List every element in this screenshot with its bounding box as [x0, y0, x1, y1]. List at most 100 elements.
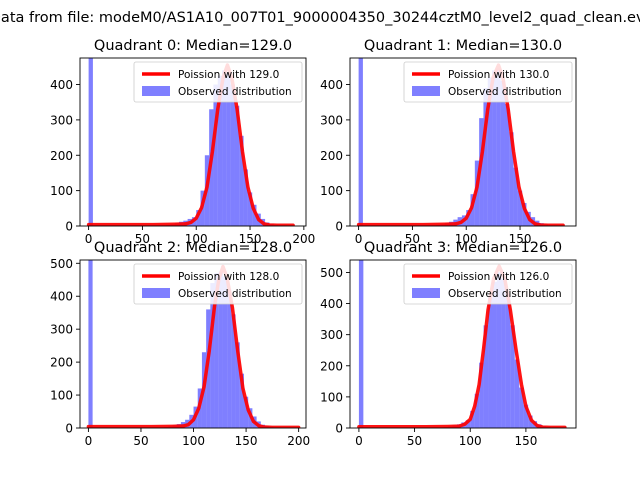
q3-hist-bar — [470, 410, 475, 428]
q1-hist-bar — [470, 194, 475, 226]
q3-axes-frame — [349, 259, 577, 429]
q3-ytick-label: 200 — [320, 359, 343, 373]
q1-panel: 0 50 100 150 0 100 200 300 400 Quadrant 1: Median… — [320, 38, 577, 246]
q3-legend-hist-label: Observed distribution — [448, 288, 562, 300]
q3-legend-hist-swatch — [412, 288, 440, 298]
q3-hist-bar — [479, 362, 484, 428]
q3-xtick-label: 50 — [407, 434, 422, 448]
q3-legend-frame — [403, 263, 573, 305]
q2-hist-bar — [214, 273, 219, 428]
q0-title: Quadrant 0: Median=129.0 — [94, 38, 292, 54]
q3-hist-bar — [528, 415, 533, 428]
q1-legend: Poission with 130.0 Observed distribution — [403, 61, 573, 103]
q0-hist-bar — [243, 169, 248, 226]
q0-ytick-label: 200 — [50, 149, 73, 163]
q3-hist-bar — [523, 404, 529, 428]
q0-xtick-label: 200 — [292, 232, 315, 246]
q1-title: Quadrant 1: Median=130.0 — [364, 38, 562, 54]
subplot-grid: 0 50 100 150 200 0 100 200 300 400 Quadrant 0: Med… — [50, 38, 577, 448]
q2-ytick-label: 200 — [50, 356, 73, 370]
q1-ytick-label: 400 — [320, 78, 343, 92]
q1-legend-hist-swatch — [412, 86, 440, 96]
q3-histogram — [358, 260, 564, 428]
q2-hist-bar — [239, 373, 244, 428]
q0-legend-hist-label: Observed distribution — [178, 86, 292, 98]
q2-ytick-label: 100 — [50, 389, 73, 403]
q2-ytick-label: 0 — [65, 422, 73, 436]
q1-xtick-label: 150 — [509, 232, 532, 246]
q0-hist-bar — [196, 210, 201, 226]
q3-hist-bar — [483, 325, 489, 428]
q2-xtick-label: 150 — [235, 434, 258, 448]
q0-hist-bar — [234, 105, 240, 226]
q0-hist-bar — [252, 204, 257, 226]
q2-ytick-label: 300 — [50, 323, 73, 337]
q2-panel: 0 50 100 150 200 0 100 200 300 400 500 Quadrant 2: … — [50, 240, 310, 448]
q1-ytick-label: 0 — [335, 220, 343, 234]
q3-hist-bar — [505, 294, 511, 428]
q2-hist-bar — [227, 289, 232, 428]
q2-legend-frame — [133, 263, 303, 305]
q3-ytick-label: 500 — [320, 266, 343, 280]
q3-hist-bar — [496, 272, 502, 428]
q3-xtick-label: 100 — [459, 434, 482, 448]
q0-ytick-label: 0 — [65, 220, 73, 234]
q0-hist-bar — [217, 75, 223, 226]
q0-legend-hist-swatch — [142, 86, 170, 96]
q1-xtick-label: 0 — [355, 232, 363, 246]
q3-ytick-label: 400 — [320, 297, 343, 311]
q3-hist-bar — [474, 393, 480, 428]
q0-hist-bar — [213, 84, 218, 226]
q3-hist-bar — [492, 281, 497, 428]
q1-legend-frame — [403, 61, 573, 103]
q2-axes-frame — [79, 259, 307, 429]
q3-hist-bar — [514, 359, 520, 428]
q2-hist-bar — [231, 314, 236, 428]
q1-xtick-label: 100 — [455, 232, 478, 246]
q0-xtick-label: 100 — [185, 232, 208, 246]
q3-ytick-label: 300 — [320, 328, 343, 342]
q0-panel: 0 50 100 150 200 0 100 200 300 400 Quadrant 0: Med… — [50, 38, 315, 246]
q1-hist-bar — [358, 58, 363, 226]
q2-hist-bar — [235, 342, 240, 428]
q1-legend-poisson-label: Poission with 130.0 — [448, 69, 549, 81]
q2-title: Quadrant 2: Median=128.0 — [94, 240, 292, 256]
q1-hist-bar — [466, 210, 471, 226]
q0-hist-bar — [88, 58, 93, 226]
q2-legend-poisson-label: Poission with 128.0 — [178, 271, 279, 283]
q0-xtick-label: 50 — [135, 232, 150, 246]
q0-legend-frame — [133, 61, 303, 103]
q1-xtick-label: 50 — [405, 232, 420, 246]
q3-xtick-label: 150 — [514, 434, 537, 448]
q0-xtick-label: 0 — [85, 232, 93, 246]
q1-hist-bar — [509, 132, 514, 226]
q1-ytick-label: 300 — [320, 113, 343, 127]
q1-hist-bar — [500, 80, 505, 226]
q0-xtick-label: 150 — [239, 232, 262, 246]
q0-hist-bar — [226, 72, 231, 226]
q3-hist-bar — [358, 260, 364, 428]
q2-hist-bar — [210, 283, 215, 428]
q1-hist-bar — [496, 68, 501, 226]
q3-legend-poisson-label: Poission with 126.0 — [448, 271, 549, 283]
q3-hist-bar — [465, 420, 471, 428]
q2-hist-bar — [218, 271, 223, 428]
q1-hist-bar — [483, 88, 488, 226]
q0-hist-bar — [239, 135, 244, 226]
q2-hist-bar — [222, 276, 228, 428]
q1-hist-bar — [504, 103, 510, 226]
q3-hist-bar — [510, 325, 515, 428]
q0-ytick-label: 100 — [50, 184, 73, 198]
q2-legend-hist-swatch — [142, 288, 170, 298]
q3-hist-bar — [519, 387, 524, 428]
q3-panel: 0 50 100 150 0 100 200 300 400 500 Quadrant 3: Med… — [320, 240, 577, 448]
q0-hist-bar — [222, 70, 227, 226]
q3-title: Quadrant 3: Median=126.0 — [364, 240, 562, 256]
q0-hist-bar — [247, 192, 253, 226]
q2-ytick-label: 500 — [50, 257, 73, 271]
q1-ytick-label: 100 — [320, 184, 343, 198]
q0-axes-frame — [79, 57, 307, 227]
q3-ytick-label: 0 — [335, 422, 343, 436]
q1-legend-hist-label: Observed distribution — [448, 86, 562, 98]
